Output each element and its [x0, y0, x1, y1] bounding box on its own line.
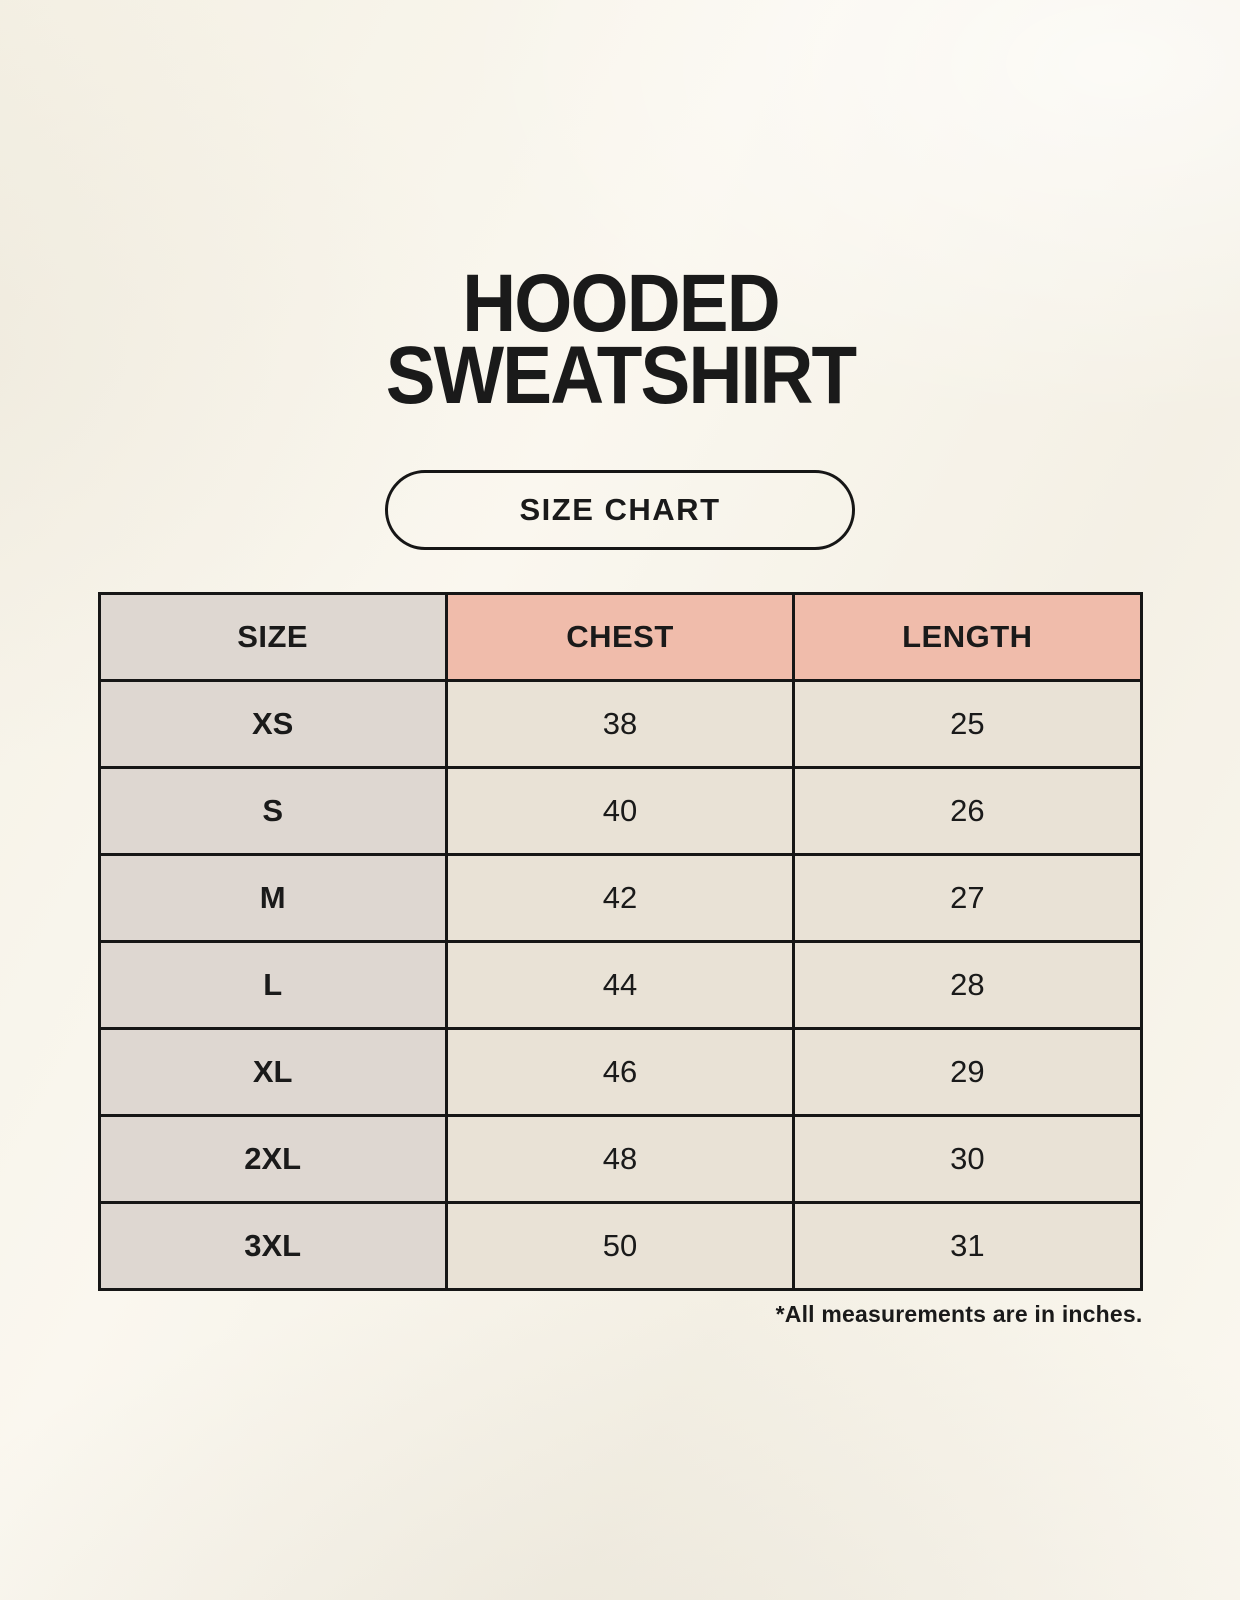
- length-cell: 30: [792, 1114, 1143, 1205]
- size-chart-page: HOODED SWEATSHIRT SIZE CHART SIZE CHEST …: [97, 0, 1143, 1328]
- table-header-row: SIZE CHEST LENGTH: [97, 592, 1143, 683]
- size-table: SIZE CHEST LENGTH XS 38 25 S 40 26 M 42 …: [97, 592, 1143, 1292]
- length-cell: 31: [792, 1201, 1143, 1292]
- chest-cell: 42: [444, 853, 796, 944]
- chest-cell: 50: [444, 1201, 796, 1292]
- size-cell: XS: [97, 679, 448, 770]
- size-cell: 3XL: [97, 1201, 448, 1292]
- chest-cell: 46: [444, 1027, 796, 1118]
- table-row-3xl: 3XL 50 31: [97, 1201, 1143, 1292]
- table-row-xl: XL 46 29: [97, 1027, 1143, 1118]
- length-cell: 26: [792, 766, 1143, 857]
- length-cell: 28: [792, 940, 1143, 1031]
- chest-cell: 38: [444, 679, 796, 770]
- table-row-l: L 44 28: [97, 940, 1143, 1031]
- header-chest: CHEST: [444, 592, 796, 683]
- table-row-xs: XS 38 25: [97, 679, 1143, 770]
- size-chart-button-label: SIZE CHART: [519, 492, 721, 528]
- page-title-line2: SWEATSHIRT: [385, 330, 856, 422]
- measurements-footnote: *All measurements are in inches.: [775, 1301, 1143, 1328]
- length-cell: 29: [792, 1027, 1143, 1118]
- length-cell: 25: [792, 679, 1143, 770]
- chest-cell: 40: [444, 766, 796, 857]
- length-cell: 27: [792, 853, 1143, 944]
- header-size: SIZE: [97, 592, 448, 683]
- chest-cell: 48: [444, 1114, 796, 1205]
- page-title-line1: HOODED: [461, 258, 780, 349]
- page-title: HOODED SWEATSHIRT: [145, 0, 1096, 422]
- table-row-m: M 42 27: [97, 853, 1143, 944]
- table-row-s: S 40 26: [97, 766, 1143, 857]
- table-row-2xl: 2XL 48 30: [97, 1114, 1143, 1205]
- size-cell: S: [97, 766, 448, 857]
- size-chart-button[interactable]: SIZE CHART: [385, 470, 855, 551]
- chest-cell: 44: [444, 940, 796, 1031]
- size-cell: 2XL: [97, 1114, 448, 1205]
- size-cell: XL: [97, 1027, 448, 1118]
- size-cell: M: [97, 853, 448, 944]
- size-cell: L: [97, 940, 448, 1031]
- header-length: LENGTH: [792, 592, 1143, 683]
